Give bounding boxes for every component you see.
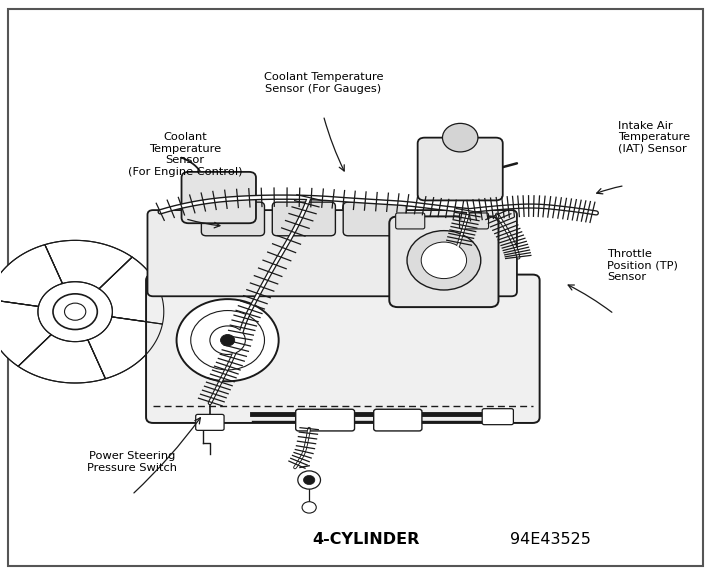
Polygon shape [99,257,164,324]
Circle shape [298,471,321,489]
FancyBboxPatch shape [390,216,498,307]
Text: 4-CYLINDER: 4-CYLINDER [312,533,419,547]
FancyBboxPatch shape [374,409,422,431]
Polygon shape [0,245,63,307]
FancyBboxPatch shape [296,409,355,431]
Circle shape [302,502,316,513]
Circle shape [407,231,481,290]
Text: Coolant Temperature
Sensor (For Gauges): Coolant Temperature Sensor (For Gauges) [264,72,383,94]
FancyBboxPatch shape [417,138,503,200]
FancyBboxPatch shape [272,202,336,236]
Circle shape [220,335,235,346]
Text: Coolant
Temperature
Sensor
(For Engine Control): Coolant Temperature Sensor (For Engine C… [128,132,242,177]
Circle shape [421,242,466,279]
FancyBboxPatch shape [201,202,264,236]
Circle shape [210,326,245,355]
FancyBboxPatch shape [343,202,406,236]
Text: Power Steering
Pressure Switch: Power Steering Pressure Switch [87,451,177,473]
FancyBboxPatch shape [181,172,256,223]
Text: Throttle
Position (TP)
Sensor: Throttle Position (TP) Sensor [607,249,678,282]
Circle shape [191,311,264,370]
Text: Intake Air
Temperature
(IAT) Sensor: Intake Air Temperature (IAT) Sensor [618,121,690,154]
Polygon shape [88,317,162,379]
Text: 94E43525: 94E43525 [510,533,591,547]
Polygon shape [0,299,51,366]
Circle shape [442,124,478,152]
FancyBboxPatch shape [396,213,424,229]
Circle shape [53,294,97,329]
FancyBboxPatch shape [459,213,488,229]
FancyBboxPatch shape [482,408,513,424]
Circle shape [65,303,86,320]
Circle shape [304,475,315,484]
FancyBboxPatch shape [146,275,540,423]
Circle shape [176,299,279,382]
Polygon shape [18,335,105,383]
FancyBboxPatch shape [196,414,224,430]
Polygon shape [45,240,132,289]
FancyBboxPatch shape [147,210,517,296]
